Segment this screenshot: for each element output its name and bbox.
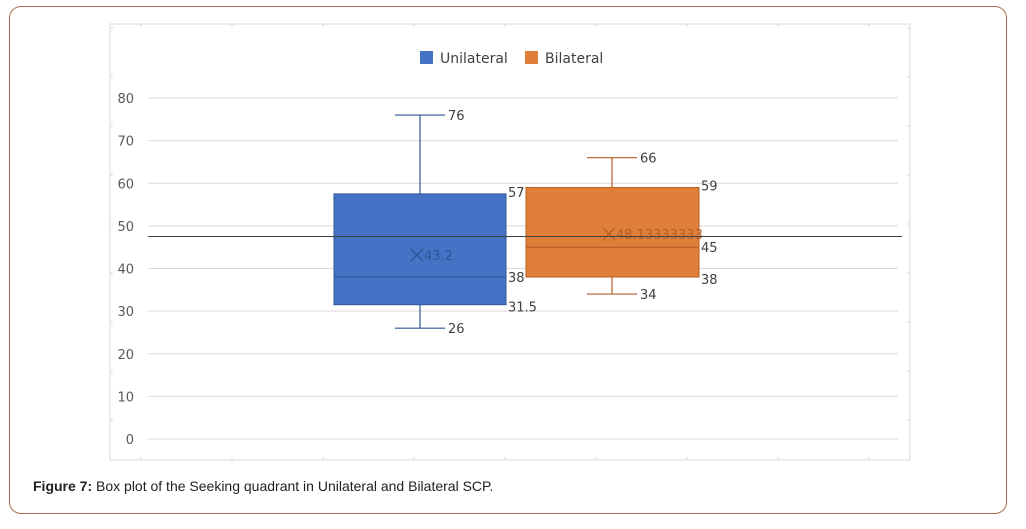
caption-text: Box plot of the Seeking quadrant in Unil… (96, 478, 494, 494)
data-label-median: 45 (701, 241, 718, 256)
y-tick-label: 0 (126, 433, 134, 448)
figure-frame (9, 6, 1007, 514)
mean-marker (410, 248, 424, 262)
y-tick-label: 10 (117, 390, 134, 405)
figure-caption: Figure 7: Box plot of the Seeking quadra… (33, 478, 493, 494)
y-tick-label: 70 (117, 135, 134, 150)
box (333, 193, 507, 306)
mean-marker (602, 227, 616, 241)
y-tick-label: 50 (117, 220, 134, 235)
data-label-q3: 59 (701, 180, 718, 195)
legend-label: Bilateral (545, 51, 603, 67)
data-label-q1: 31.5 (508, 301, 537, 316)
data-label-min: 26 (448, 322, 465, 337)
caption-label: Figure 7: (33, 478, 93, 494)
y-tick-label: 60 (117, 177, 134, 192)
data-label-mean: 43.2 (424, 249, 453, 264)
y-tick-label: 30 (117, 305, 134, 320)
box (525, 187, 700, 278)
data-label-min: 34 (640, 288, 657, 303)
legend-swatch (420, 51, 433, 64)
data-label-q1: 38 (701, 273, 718, 288)
y-tick-label: 20 (117, 348, 134, 363)
chart-area: 0 10 20 30 40 50 60 70 80 Unilateral Bilateral 76 26… (109, 23, 911, 461)
data-label-max: 66 (640, 152, 657, 167)
data-label-median: 38 (508, 271, 525, 286)
y-tick-label: 40 (117, 263, 134, 278)
legend-swatch (525, 51, 538, 64)
data-label-max: 76 (448, 109, 465, 124)
legend-label: Unilateral (440, 51, 508, 67)
data-label-mean: 48.13333333 (616, 228, 703, 243)
chart-border (109, 23, 911, 461)
y-tick-label: 80 (117, 92, 134, 107)
